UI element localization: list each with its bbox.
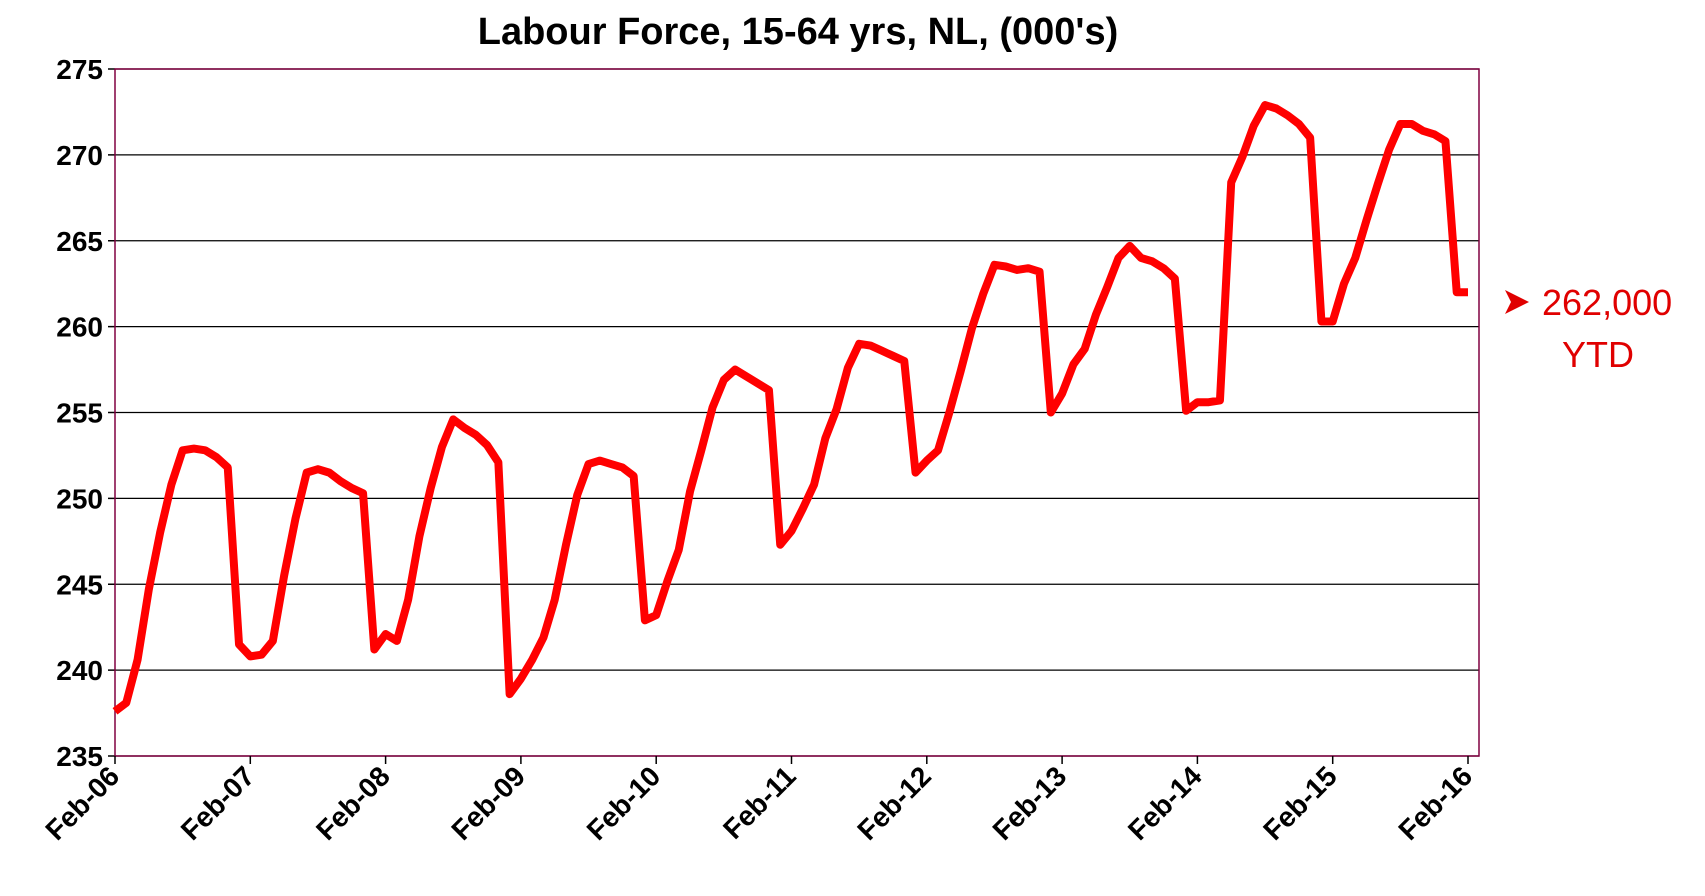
plot-border: [114, 68, 1480, 757]
x-tick-label: Feb-15: [1257, 760, 1343, 846]
y-tick-label: 240: [56, 655, 103, 686]
y-tick-label: 265: [56, 226, 103, 257]
x-tick-label: Feb-06: [40, 760, 126, 846]
x-tick-label: Feb-14: [1122, 760, 1208, 846]
annotation: 262,000: [1542, 282, 1672, 323]
y-tick-label: 255: [56, 398, 103, 429]
x-tick-label: Feb-07: [175, 760, 261, 846]
y-tick-label: 250: [56, 483, 103, 514]
y-tick-label: 235: [56, 741, 103, 772]
x-tick-label: Feb-10: [581, 760, 667, 846]
x-tick-label: Feb-08: [310, 760, 396, 846]
y-tick-label: 260: [56, 312, 103, 343]
x-tick-label: Feb-12: [851, 760, 937, 846]
x-tick-label: Feb-11: [717, 760, 802, 845]
chart-title: Labour Force, 15-64 yrs, NL, (000's): [478, 11, 1119, 53]
annotation-arrow: [1505, 290, 1529, 314]
y-tick-label: 275: [56, 54, 103, 85]
x-tick-label: Feb-13: [987, 760, 1073, 846]
annotation: YTD: [1562, 334, 1634, 375]
x-tick-label: Feb-16: [1393, 760, 1479, 846]
y-tick-label: 270: [56, 140, 103, 171]
x-tick-label: Feb-09: [445, 760, 531, 846]
data-line: [112, 101, 1468, 715]
y-tick-label: 245: [56, 569, 103, 600]
